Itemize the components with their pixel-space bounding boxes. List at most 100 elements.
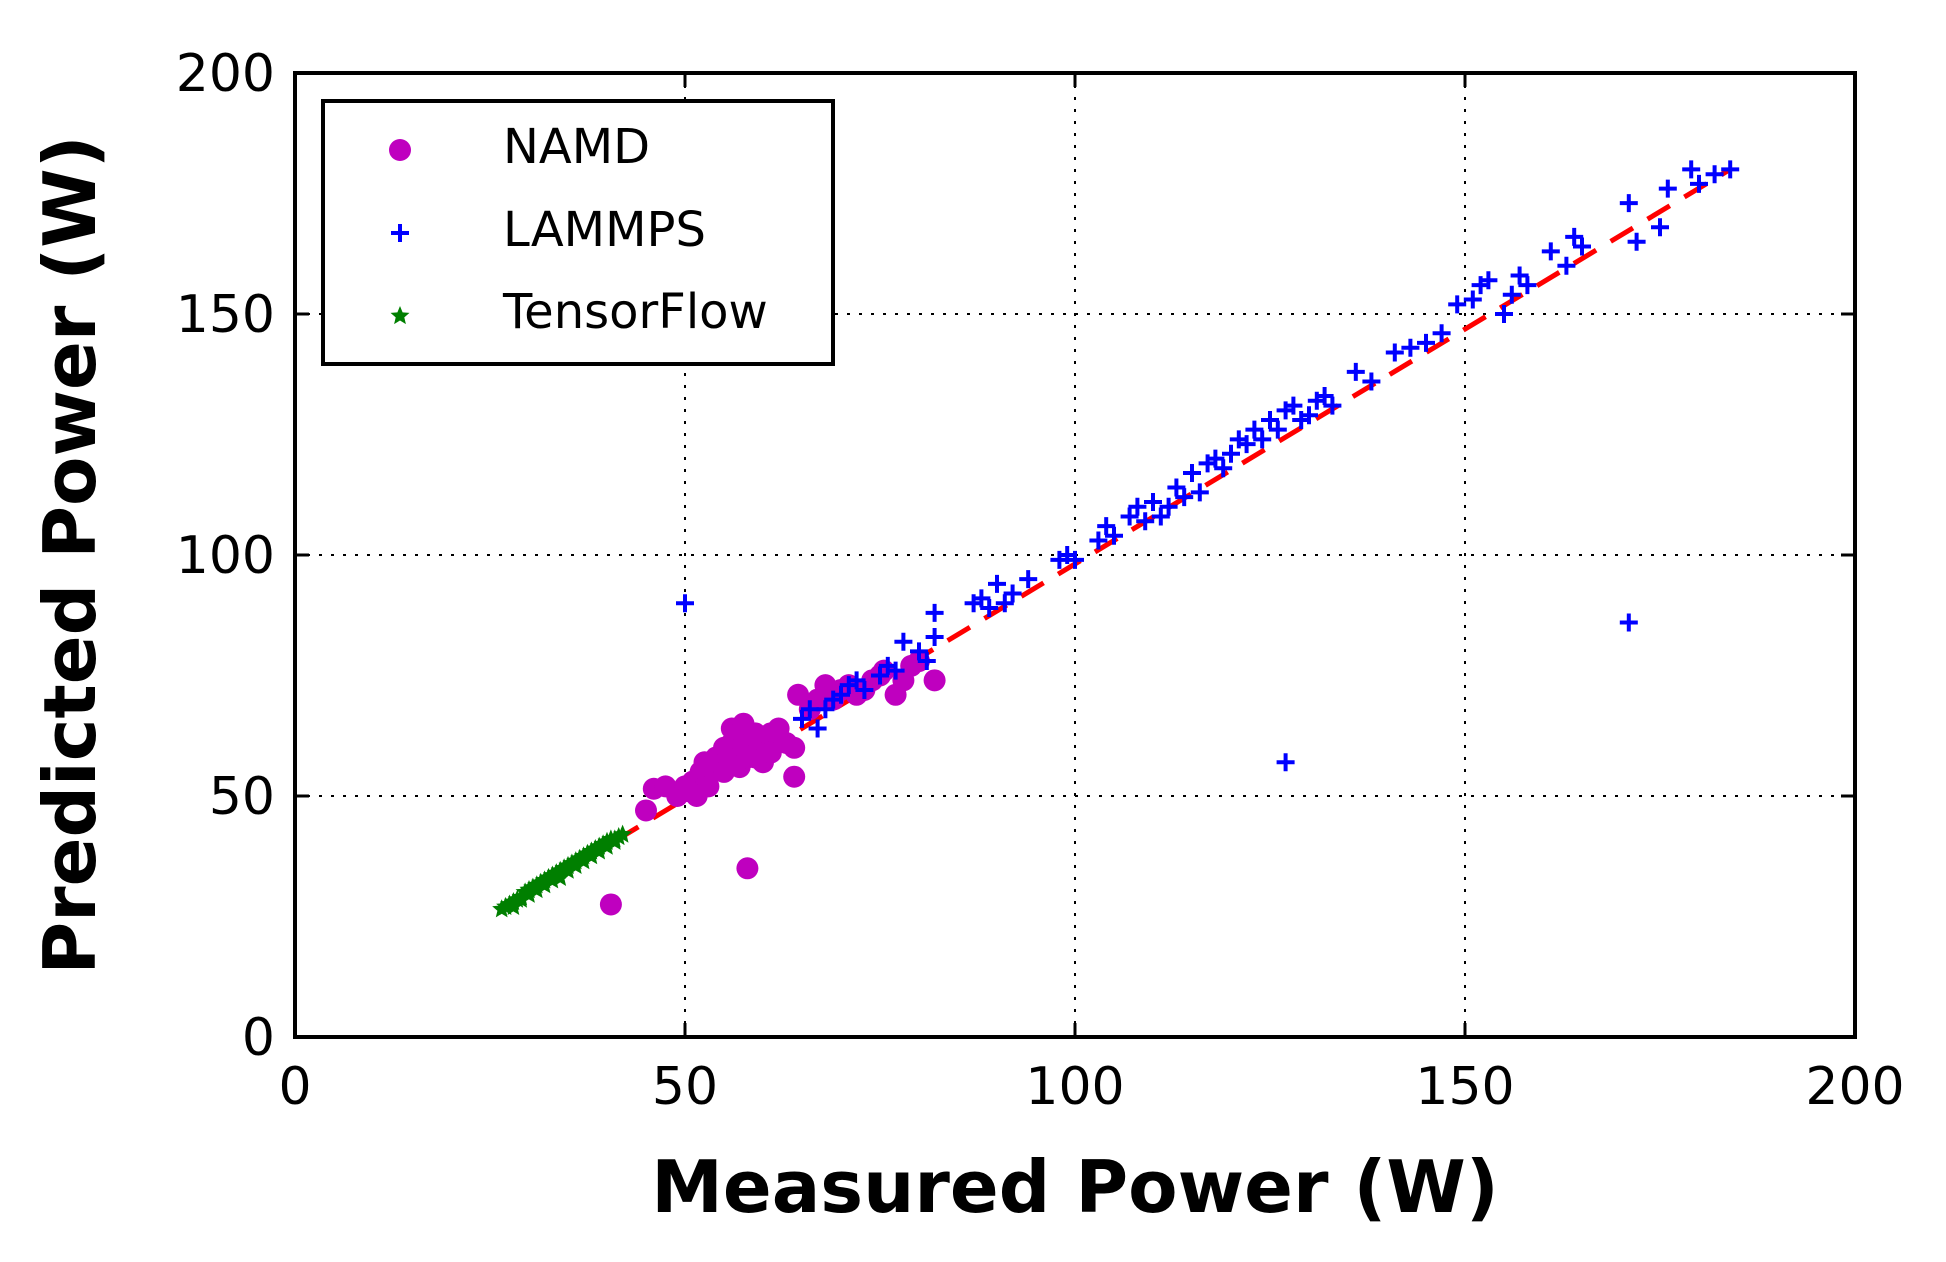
namd-point: [736, 857, 759, 880]
lammps-point: [1253, 430, 1272, 449]
lammps-point: [1518, 276, 1537, 295]
lammps-point: [1362, 372, 1381, 391]
lammps-point: [1128, 497, 1147, 516]
lammps-point: [855, 680, 874, 699]
namd-point: [783, 736, 806, 759]
lammps-point: [1214, 459, 1233, 478]
tensorflow-point: [527, 880, 547, 899]
lammps-point: [1619, 194, 1638, 213]
x-axis-label: Measured Power (W): [651, 1145, 1499, 1229]
lammps-point: [1097, 517, 1116, 536]
lammps-point: [808, 719, 827, 738]
lammps-point: [1346, 362, 1365, 381]
lammps-point: [988, 574, 1006, 593]
x-tick-label: 150: [1415, 1057, 1514, 1117]
lammps-point: [1463, 290, 1482, 309]
tensorflow-point: [589, 841, 609, 860]
lammps-point: [816, 700, 835, 719]
lammps-point: [894, 632, 913, 651]
tensorflow-point: [558, 860, 578, 879]
lammps-point: [1144, 492, 1162, 511]
y-tick-label: 0: [242, 1008, 275, 1068]
lammps-point: [1573, 237, 1591, 256]
namd-point: [635, 799, 657, 822]
tensorflow-point: [519, 884, 539, 903]
x-tick-label: 100: [1025, 1057, 1124, 1117]
lammps-point: [910, 642, 928, 661]
lammps-point: [1183, 464, 1201, 483]
lammps-point: [917, 652, 936, 671]
tensorflow-point: [566, 855, 586, 874]
lammps-point: [1627, 232, 1646, 251]
lammps-point: [1565, 227, 1584, 246]
lammps-point: [1300, 406, 1318, 425]
lammps-point: [800, 700, 819, 719]
lammps-point: [832, 685, 850, 704]
lammps-point: [1206, 449, 1225, 468]
lammps-point: [1066, 550, 1084, 569]
y-tick-label: 100: [176, 526, 275, 586]
lammps-point: [1705, 165, 1724, 184]
lammps-point: [1089, 531, 1108, 550]
lammps-point: [1136, 512, 1155, 531]
lammps-point: [1432, 324, 1451, 343]
lammps-point: [1682, 160, 1701, 179]
lammps-point: [1175, 488, 1194, 507]
lammps-point: [1651, 218, 1669, 237]
tensorflow-point: [535, 875, 555, 894]
tensorflow-point: [581, 846, 601, 865]
lammps-point: [1619, 613, 1638, 632]
namd-point: [697, 775, 720, 798]
y-tick-label: 50: [209, 767, 275, 827]
lammps-point: [1167, 478, 1186, 497]
lammps-point: [1105, 526, 1123, 545]
namd-point: [783, 765, 806, 788]
legend-marker-lammps: [391, 224, 409, 242]
lammps-point: [1190, 483, 1209, 502]
tensorflow-point: [574, 851, 594, 870]
lammps-point: [847, 671, 866, 690]
namd-point: [767, 717, 790, 740]
lammps-point: [1245, 420, 1264, 439]
lammps-point: [1495, 305, 1513, 323]
lammps-point: [1658, 179, 1677, 198]
lammps-point: [1284, 396, 1303, 415]
y-axis-label: Predicted Power (W): [28, 135, 112, 974]
lammps-point: [995, 594, 1014, 613]
axis-ticks: 0 50 100 150 200 0 50 100 150 200: [176, 44, 1905, 1117]
lammps-point: [925, 603, 944, 622]
y-tick-label: 150: [176, 285, 275, 345]
legend-label-lammps: LAMMPS: [503, 202, 706, 258]
lammps-point: [1222, 444, 1240, 463]
lammps-point: [1323, 396, 1342, 415]
data-points: [492, 160, 1740, 918]
lammps-point: [676, 594, 694, 613]
lammps-point: [793, 709, 811, 728]
lammps-point: [1261, 411, 1279, 430]
lammps-point: [1237, 435, 1256, 454]
lammps-point: [886, 661, 905, 680]
lammps-point: [1151, 507, 1170, 526]
lammps-point: [1276, 753, 1295, 772]
lammps-point: [1401, 338, 1420, 357]
y-tick-label: 200: [176, 44, 275, 104]
tensorflow-point: [597, 836, 617, 855]
tensorflow-point: [503, 896, 523, 915]
x-tick-label: 200: [1805, 1057, 1904, 1117]
lammps-point: [1417, 333, 1435, 352]
tensorflow-point: [550, 867, 570, 886]
x-tick-label: 50: [652, 1057, 718, 1117]
lammps-point: [1502, 285, 1521, 304]
lammps-point: [1541, 242, 1560, 261]
lammps-point: [980, 599, 999, 618]
lammps-point: [1448, 295, 1467, 314]
lammps-point: [1385, 343, 1404, 362]
legend-marker-tensorflow: [390, 306, 410, 325]
lammps-point: [1510, 266, 1529, 285]
tensorflow-point: [511, 889, 531, 908]
legend-label-namd: NAMD: [503, 119, 650, 175]
lammps-point: [972, 589, 991, 608]
namd-point: [744, 722, 767, 745]
lammps-point: [1120, 507, 1139, 526]
legend-label-tensorflow: TensorFlow: [502, 284, 768, 340]
